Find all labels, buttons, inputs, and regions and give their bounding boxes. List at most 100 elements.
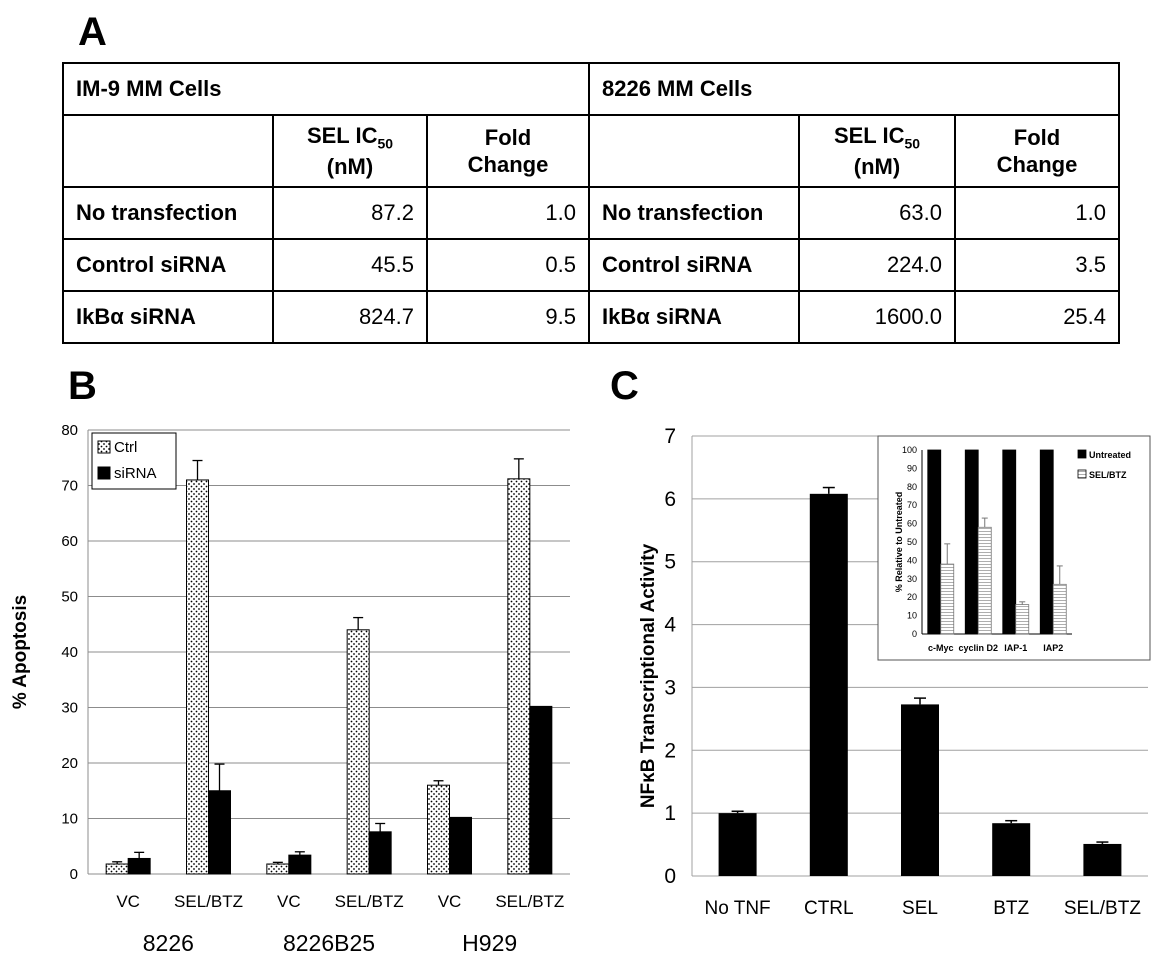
y-axis-label: NFκB Transcriptional Activity bbox=[638, 543, 659, 808]
row-label-8226: No transfection bbox=[588, 186, 800, 240]
x-tick-label: No TNF bbox=[705, 898, 771, 919]
bar bbox=[718, 813, 757, 876]
bar bbox=[127, 857, 151, 875]
y-axis-label: % Apoptosis bbox=[10, 595, 31, 709]
header-blank-right bbox=[588, 114, 800, 188]
y-tick-label: 0 bbox=[912, 629, 917, 639]
bar bbox=[1015, 604, 1030, 635]
ic50-unit: (nM) bbox=[326, 153, 374, 179]
y-tick-label: 70 bbox=[61, 478, 78, 495]
y-tick-label: 3 bbox=[664, 676, 676, 699]
y-tick-label: 100 bbox=[902, 445, 917, 455]
header-ic50-left: SEL IC50 (nM) bbox=[272, 114, 428, 188]
x-tick-label: VC bbox=[438, 892, 462, 911]
y-tick-label: 80 bbox=[61, 422, 78, 439]
row-label-8226: IkBα siRNA bbox=[588, 290, 800, 344]
group-label: 8226 bbox=[143, 930, 194, 956]
apoptosis-chart: 0 10 20 30 40 50 60 70 80 VC SEL/BTZ VC SEL/BTZ VC SEL… bbox=[10, 422, 570, 956]
y-tick-label: 7 bbox=[664, 425, 676, 448]
x-tick-label: cyclin D2 bbox=[958, 643, 998, 653]
header-fold-right: Fold Change bbox=[953, 114, 1121, 188]
im9-fold-cell: 9.5 bbox=[426, 290, 590, 344]
bar bbox=[964, 449, 979, 635]
legend-swatch bbox=[97, 466, 111, 480]
fold-label-1: Fold bbox=[484, 124, 532, 150]
y-tick-label: 60 bbox=[61, 533, 78, 550]
header-blank-left bbox=[62, 114, 274, 188]
legend-swatch bbox=[1077, 469, 1087, 479]
bar bbox=[927, 449, 942, 635]
ic50-label: SEL IC bbox=[833, 122, 905, 148]
panel-label-b: B bbox=[68, 364, 97, 408]
bar bbox=[977, 526, 992, 635]
bar bbox=[105, 863, 129, 875]
y-tick-label: 70 bbox=[907, 500, 917, 510]
table-row: No transfection 87.2 1.0 No transfection… bbox=[62, 186, 1121, 240]
legend-label: siRNA bbox=[114, 465, 157, 482]
r8226-ic50-cell: 1600.0 bbox=[798, 290, 956, 344]
bar bbox=[529, 705, 553, 875]
r8226-fold-cell: 1.0 bbox=[953, 186, 1121, 240]
x-tick-label: SEL/BTZ bbox=[335, 892, 404, 911]
bar bbox=[208, 790, 231, 875]
group-header-im9: IM-9 MM Cells bbox=[62, 62, 590, 116]
bar bbox=[266, 863, 290, 875]
bar bbox=[992, 823, 1031, 876]
bar bbox=[1052, 583, 1067, 635]
y-tick-label: 90 bbox=[907, 463, 917, 473]
ic50-unit: (nM) bbox=[853, 153, 901, 179]
row-label-8226: Control siRNA bbox=[588, 238, 800, 292]
row-label-im9: IkBα siRNA bbox=[62, 290, 274, 344]
y-tick-label: 20 bbox=[907, 592, 917, 602]
bar bbox=[1039, 449, 1054, 635]
panel-label-a: A bbox=[78, 10, 107, 54]
group-label: H929 bbox=[462, 930, 517, 956]
y-tick-label: 1 bbox=[664, 802, 676, 825]
im9-ic50-cell: 45.5 bbox=[272, 238, 428, 292]
bar bbox=[186, 479, 209, 875]
bar bbox=[901, 704, 939, 876]
y-tick-label: 50 bbox=[61, 589, 78, 606]
fold-label-1: Fold bbox=[1013, 124, 1061, 150]
ic50-table: IM-9 MM Cells 8226 MM Cells SEL IC50 (nM)… bbox=[62, 62, 1121, 344]
x-tick-label: c-Myc bbox=[928, 643, 954, 653]
panel-label-c: C bbox=[610, 364, 639, 408]
x-tick-label: CTRL bbox=[804, 898, 854, 919]
y-tick-label: 5 bbox=[664, 551, 676, 574]
y-tick-label: 60 bbox=[907, 519, 917, 529]
bar bbox=[809, 493, 848, 876]
y-tick-label: 30 bbox=[907, 574, 917, 584]
y-tick-label: 4 bbox=[664, 614, 676, 637]
r8226-fold-cell: 3.5 bbox=[953, 238, 1121, 292]
x-tick-label: IAP2 bbox=[1043, 643, 1063, 653]
bar bbox=[940, 563, 955, 635]
x-tick-label: SEL bbox=[902, 898, 938, 919]
legend-swatch bbox=[97, 440, 111, 454]
y-tick-label: 20 bbox=[61, 755, 78, 772]
y-tick-label: 2 bbox=[664, 739, 676, 762]
y-tick-label: 50 bbox=[907, 537, 917, 547]
legend-swatch bbox=[1077, 449, 1087, 459]
x-tick-label: IAP-1 bbox=[1004, 643, 1027, 653]
fold-label-2: Change bbox=[996, 152, 1078, 177]
header-fold-left: Fold Change bbox=[426, 114, 590, 188]
x-tick-label: SEL/BTZ bbox=[174, 892, 243, 911]
im9-fold-cell: 0.5 bbox=[426, 238, 590, 292]
y-tick-label: 10 bbox=[61, 811, 78, 828]
bar bbox=[507, 478, 531, 875]
bar bbox=[368, 831, 392, 875]
x-tick-label: SEL/BTZ bbox=[1064, 898, 1141, 919]
y-tick-label: 40 bbox=[907, 555, 917, 565]
y-tick-label: 0 bbox=[70, 866, 78, 883]
y-tick-label: 30 bbox=[61, 700, 78, 717]
fold-label-2: Change bbox=[467, 152, 549, 177]
table-row: Control siRNA 45.5 0.5 Control siRNA 224… bbox=[62, 238, 1121, 292]
table-group-row: IM-9 MM Cells 8226 MM Cells bbox=[62, 62, 1121, 116]
bar bbox=[346, 629, 370, 875]
y-tick-label: 10 bbox=[907, 611, 917, 621]
bar bbox=[427, 784, 450, 875]
im9-ic50-cell: 87.2 bbox=[272, 186, 428, 240]
ic50-label: SEL IC bbox=[306, 122, 378, 148]
inset-chart: 0 10 20 30 40 50 60 70 80 90 100 c-Myc cyclin D2 IAP-… bbox=[877, 435, 1151, 661]
